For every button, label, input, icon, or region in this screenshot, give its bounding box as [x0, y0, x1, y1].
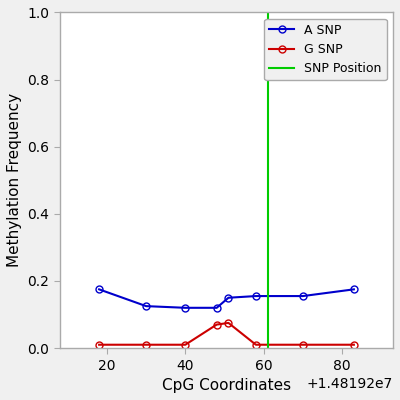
- G SNP: [300, 342, 305, 347]
- G SNP: [254, 342, 258, 347]
- G SNP: [352, 342, 356, 347]
- Line: G SNP: G SNP: [96, 320, 357, 348]
- A SNP: [214, 306, 219, 310]
- G SNP: [97, 342, 102, 347]
- A SNP: [300, 294, 305, 298]
- G SNP: [144, 342, 148, 347]
- X-axis label: CpG Coordinates: CpG Coordinates: [162, 378, 291, 393]
- Line: A SNP: A SNP: [96, 286, 357, 311]
- G SNP: [214, 322, 219, 327]
- A SNP: [226, 295, 231, 300]
- G SNP: [226, 320, 231, 325]
- A SNP: [183, 306, 188, 310]
- A SNP: [352, 287, 356, 292]
- A SNP: [254, 294, 258, 298]
- G SNP: [183, 342, 188, 347]
- Legend: A SNP, G SNP, SNP Position: A SNP, G SNP, SNP Position: [264, 19, 387, 80]
- A SNP: [97, 287, 102, 292]
- Y-axis label: Methylation Frequency: Methylation Frequency: [7, 93, 22, 267]
- A SNP: [144, 304, 148, 308]
